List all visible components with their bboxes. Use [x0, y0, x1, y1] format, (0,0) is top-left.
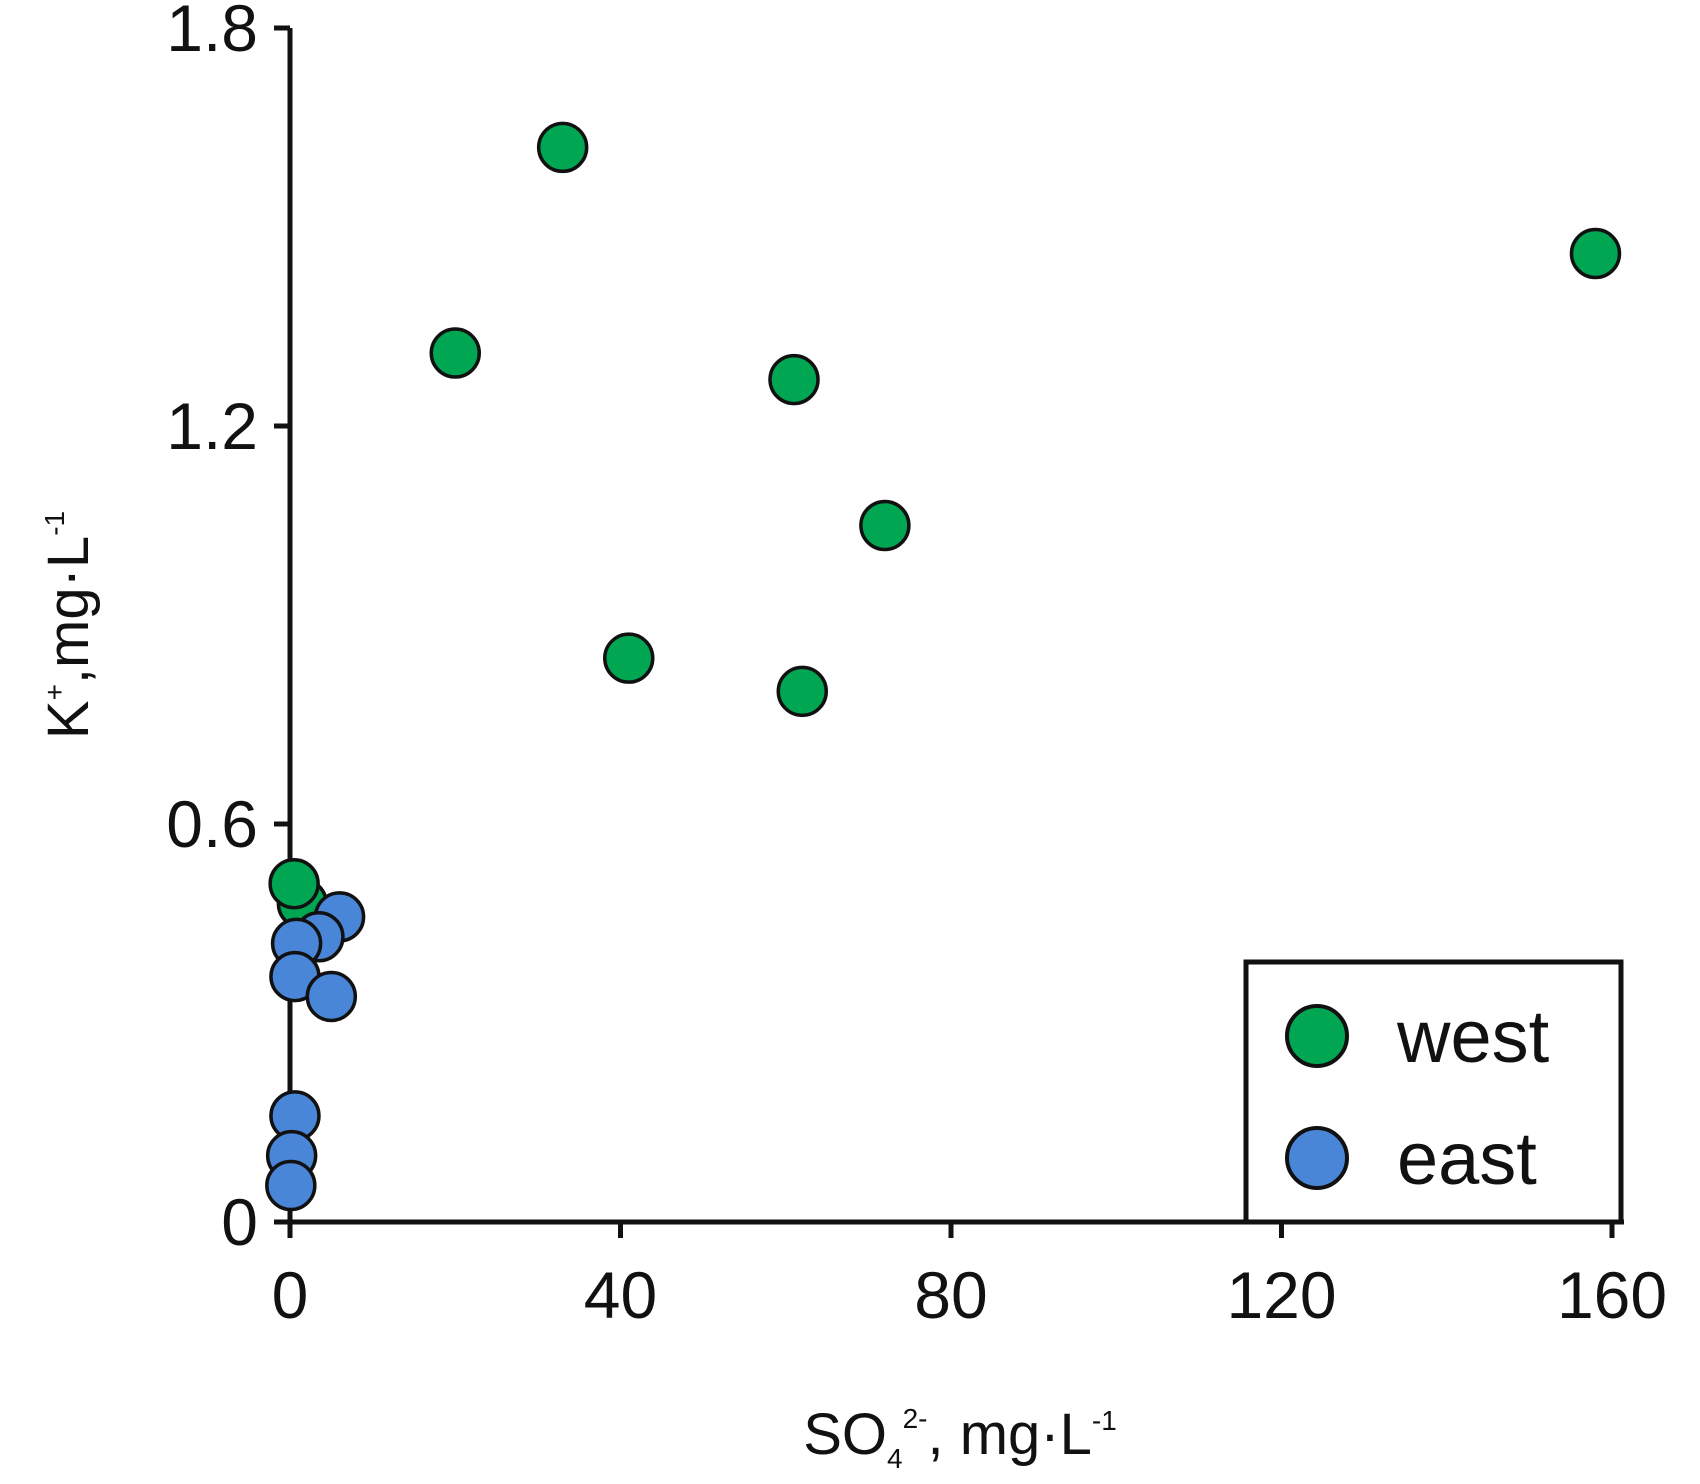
x-axis-label-sub: 4 [887, 1443, 903, 1474]
legend-marker-east [1285, 1126, 1349, 1190]
data-point-west [776, 665, 829, 718]
data-points [265, 121, 1622, 1212]
y-axis-label: K+,mg·L-1 [36, 511, 101, 739]
legend-label-east: east [1397, 1117, 1537, 1200]
y-axis-label-unit-sup: -1 [39, 511, 70, 536]
y-axis-label-sup: + [39, 684, 70, 700]
x-axis-label-sup: 2- [903, 1403, 928, 1434]
x-axis-label-unit-sup: -1 [1092, 1405, 1117, 1436]
y-axis-label-base: K [36, 700, 101, 739]
legend: west east [1243, 959, 1624, 1225]
y-tick-label: 0.6 [166, 787, 258, 861]
x-tick-label: 40 [584, 1258, 657, 1332]
y-tick-label: 1.8 [166, 0, 258, 65]
data-point-west [603, 632, 655, 684]
data-point-east [305, 970, 358, 1023]
x-tick-label: 160 [1557, 1258, 1667, 1332]
data-point-west [429, 327, 481, 379]
data-point-west [1569, 227, 1622, 280]
y-tick-label: 1.2 [166, 389, 258, 463]
data-point-west [768, 353, 820, 406]
y-axis-label-unit: ,mg·L [36, 536, 101, 684]
x-tick-label: 120 [1226, 1258, 1336, 1332]
data-point-east [265, 1159, 317, 1212]
legend-label-west: west [1396, 995, 1550, 1078]
data-point-west [859, 499, 911, 552]
x-tick-label: 0 [272, 1258, 309, 1332]
y-tick-label: 0 [221, 1185, 258, 1259]
x-axis-label-base: SO [803, 1402, 887, 1467]
x-axis-label-unit: , mg·L [928, 1402, 1092, 1467]
y-ticks: 0 0.6 1.2 1.8 [166, 0, 290, 1259]
legend-marker-west [1285, 1004, 1349, 1068]
data-point-west [268, 857, 320, 910]
x-axis-label: SO42-, mg·L-1 [803, 1402, 1117, 1474]
data-point-west [536, 121, 589, 174]
x-ticks: 0 40 80 120 160 [272, 1222, 1667, 1332]
x-tick-label: 80 [914, 1258, 987, 1332]
